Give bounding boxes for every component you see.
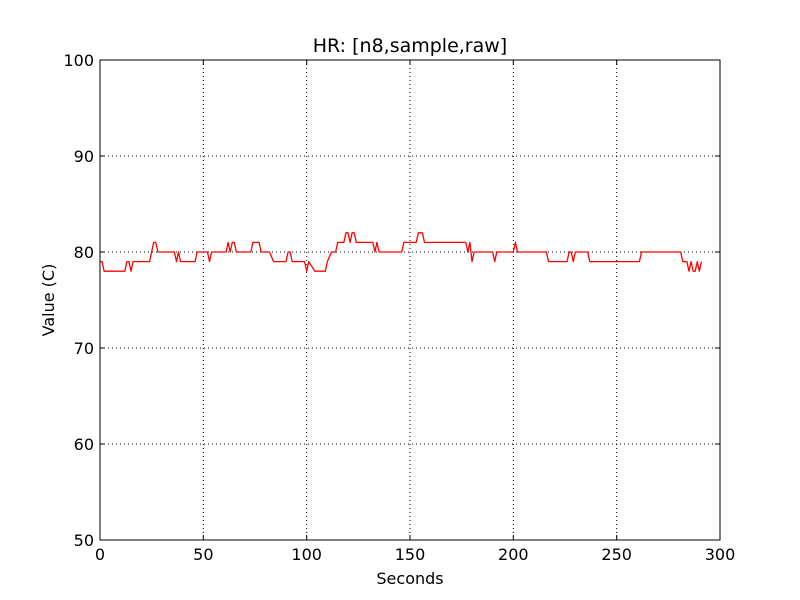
series-line [100,232,703,272]
y-axis-title: Value (C) [39,264,58,337]
chart-title: HR: [n8,sample,raw] [313,35,507,57]
x-tick-label: 150 [395,545,426,564]
y-tick-label: 70 [74,339,94,358]
x-tick-label: 300 [705,545,736,564]
y-tick-label: 80 [74,243,94,262]
y-tick-label: 90 [74,147,94,166]
y-tick-label: 100 [63,51,94,70]
x-tick-label: 0 [95,545,105,564]
grid-lines [100,60,720,540]
x-axis-title: Seconds [376,569,443,588]
series-layer [100,232,703,272]
x-tick-label: 200 [498,545,529,564]
x-tick-label: 250 [601,545,632,564]
y-tick-label: 60 [74,435,94,454]
y-tick-label: 50 [74,531,94,550]
x-tick-label: 100 [291,545,322,564]
x-tick-label: 50 [193,545,213,564]
